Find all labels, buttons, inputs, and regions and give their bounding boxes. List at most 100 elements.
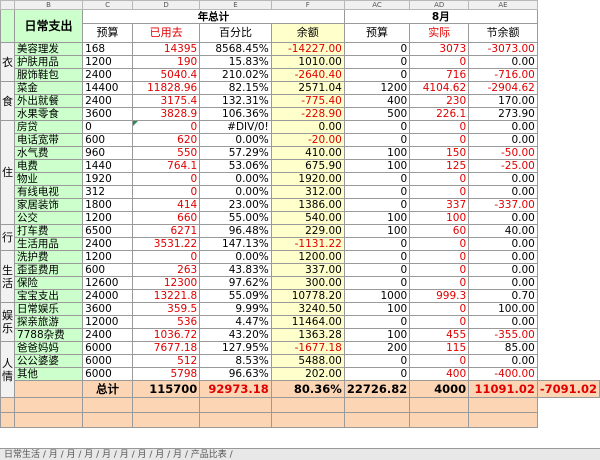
- balance-cell[interactable]: 1363.28: [270, 328, 345, 342]
- percent-cell[interactable]: 23.00%: [199, 198, 272, 212]
- balance-cell[interactable]: 540.00: [270, 211, 345, 225]
- budget-cell[interactable]: 2400: [82, 328, 133, 342]
- sheet-tabs-bar[interactable]: 日常生活 / 月 / 月 / 月 / 月 / 月 / 月 / 月 / 月 / 产…: [0, 448, 600, 460]
- percent-cell[interactable]: 132.31%: [199, 94, 272, 108]
- col-balance[interactable]: 余额: [270, 23, 345, 43]
- month-actual-cell[interactable]: 0: [409, 185, 470, 199]
- col-budget[interactable]: 预算: [82, 23, 133, 43]
- balance-cell[interactable]: 10778.20: [270, 289, 345, 303]
- col-percent[interactable]: 百分比: [199, 23, 272, 43]
- budget-cell[interactable]: 1920: [82, 172, 133, 186]
- annual-title[interactable]: 年总计: [82, 9, 345, 24]
- month-saved-cell[interactable]: -50.00: [468, 146, 538, 160]
- budget-cell[interactable]: 12000: [82, 315, 133, 329]
- month-actual-cell[interactable]: 0: [409, 120, 470, 134]
- month-budget-cell[interactable]: 0: [343, 315, 411, 329]
- spent-cell[interactable]: 7677.18: [131, 341, 201, 355]
- month-saved-cell[interactable]: 0.00: [468, 315, 538, 329]
- category-cell[interactable]: 保险: [13, 276, 84, 290]
- month-saved-cell[interactable]: 0.00: [468, 237, 538, 251]
- month-actual-cell[interactable]: 3073: [409, 42, 470, 56]
- budget-cell[interactable]: 312: [82, 185, 133, 199]
- percent-cell[interactable]: 96.48%: [199, 224, 272, 238]
- category-cell[interactable]: 水气费: [13, 146, 84, 160]
- month-saved-cell[interactable]: 40.00: [468, 224, 538, 238]
- total-label[interactable]: 总计: [82, 380, 133, 398]
- budget-cell[interactable]: 960: [82, 146, 133, 160]
- group-label[interactable]: 行: [0, 224, 15, 251]
- month-actual-cell[interactable]: 150: [409, 146, 470, 160]
- percent-cell[interactable]: 97.62%: [199, 276, 272, 290]
- category-cell[interactable]: 爸爸妈妈: [13, 341, 84, 355]
- balance-cell[interactable]: 312.00: [270, 185, 345, 199]
- percent-cell[interactable]: #DIV/0!: [199, 120, 272, 134]
- group-label[interactable]: 娱乐: [0, 302, 15, 342]
- empty-cell[interactable]: [468, 412, 538, 428]
- balance-cell[interactable]: -14227.00: [270, 42, 345, 56]
- month-actual-cell[interactable]: 455: [409, 328, 470, 342]
- category-cell[interactable]: 打车费: [13, 224, 84, 238]
- empty-cell[interactable]: [409, 412, 470, 428]
- balance-cell[interactable]: 229.00: [270, 224, 345, 238]
- month-budget-cell[interactable]: 0: [343, 263, 411, 277]
- spent-cell[interactable]: 414: [131, 198, 201, 212]
- budget-cell[interactable]: 14400: [82, 81, 133, 95]
- percent-cell[interactable]: 0.00%: [199, 133, 272, 147]
- empty-cell[interactable]: [13, 397, 84, 413]
- month-budget-cell[interactable]: 100: [343, 159, 411, 173]
- category-cell[interactable]: 物业: [13, 172, 84, 186]
- balance-cell[interactable]: 337.00: [270, 263, 345, 277]
- col-letter[interactable]: E: [199, 0, 272, 10]
- month-saved-cell[interactable]: 0.00: [468, 263, 538, 277]
- total-month-budget[interactable]: 4000: [409, 380, 470, 398]
- month-budget-cell[interactable]: 0: [343, 276, 411, 290]
- spent-cell[interactable]: 13221.8: [131, 289, 201, 303]
- month-saved-cell[interactable]: 0.00: [468, 133, 538, 147]
- balance-cell[interactable]: -228.90: [270, 107, 345, 121]
- percent-cell[interactable]: 0.00%: [199, 172, 272, 186]
- spent-cell[interactable]: 3828.9: [131, 107, 201, 121]
- month-budget-cell[interactable]: 100: [343, 146, 411, 160]
- spent-cell[interactable]: 0: [131, 185, 201, 199]
- col-month-budget[interactable]: 预算: [343, 23, 411, 43]
- total-balance[interactable]: 22726.82: [343, 380, 411, 398]
- empty-cell[interactable]: [82, 397, 133, 413]
- spent-cell[interactable]: 263: [131, 263, 201, 277]
- spent-cell[interactable]: 536: [131, 315, 201, 329]
- month-actual-cell[interactable]: 0: [409, 237, 470, 251]
- category-cell[interactable]: 日常娱乐: [13, 302, 84, 316]
- month-budget-cell[interactable]: 0: [343, 42, 411, 56]
- spent-cell[interactable]: 660: [131, 211, 201, 225]
- month-saved-cell[interactable]: 0.00: [468, 185, 538, 199]
- spent-cell[interactable]: 512: [131, 354, 201, 368]
- empty-cell[interactable]: [131, 412, 201, 428]
- empty-cell[interactable]: [270, 412, 345, 428]
- balance-cell[interactable]: 1010.00: [270, 55, 345, 69]
- month-saved-cell[interactable]: -716.00: [468, 68, 538, 82]
- group-label[interactable]: 衣: [0, 42, 15, 82]
- month-budget-cell[interactable]: 0: [343, 133, 411, 147]
- col-month-actual[interactable]: 实际: [409, 23, 470, 43]
- budget-cell[interactable]: 6000: [82, 367, 133, 381]
- budget-cell[interactable]: 6000: [82, 354, 133, 368]
- percent-cell[interactable]: 147.13%: [199, 237, 272, 251]
- month-saved-cell[interactable]: -2904.62: [468, 81, 538, 95]
- budget-cell[interactable]: 1200: [82, 211, 133, 225]
- balance-cell[interactable]: -1131.22: [270, 237, 345, 251]
- month-saved-cell[interactable]: -400.00: [468, 367, 538, 381]
- category-cell[interactable]: 有线电视: [13, 185, 84, 199]
- budget-cell[interactable]: 0: [82, 120, 133, 134]
- col-month-saved[interactable]: 节余额: [468, 23, 538, 43]
- balance-cell[interactable]: 11464.00: [270, 315, 345, 329]
- budget-cell[interactable]: 12600: [82, 276, 133, 290]
- budget-cell[interactable]: 2400: [82, 237, 133, 251]
- month-actual-cell[interactable]: 716: [409, 68, 470, 82]
- category-cell[interactable]: 其他: [13, 367, 84, 381]
- month-actual-cell[interactable]: 0: [409, 302, 470, 316]
- category-cell[interactable]: 歪歪费用: [13, 263, 84, 277]
- budget-cell[interactable]: 1200: [82, 55, 133, 69]
- percent-cell[interactable]: 96.63%: [199, 367, 272, 381]
- category-cell[interactable]: 7788杂费: [13, 328, 84, 342]
- budget-cell[interactable]: 6500: [82, 224, 133, 238]
- empty-cell[interactable]: [82, 412, 133, 428]
